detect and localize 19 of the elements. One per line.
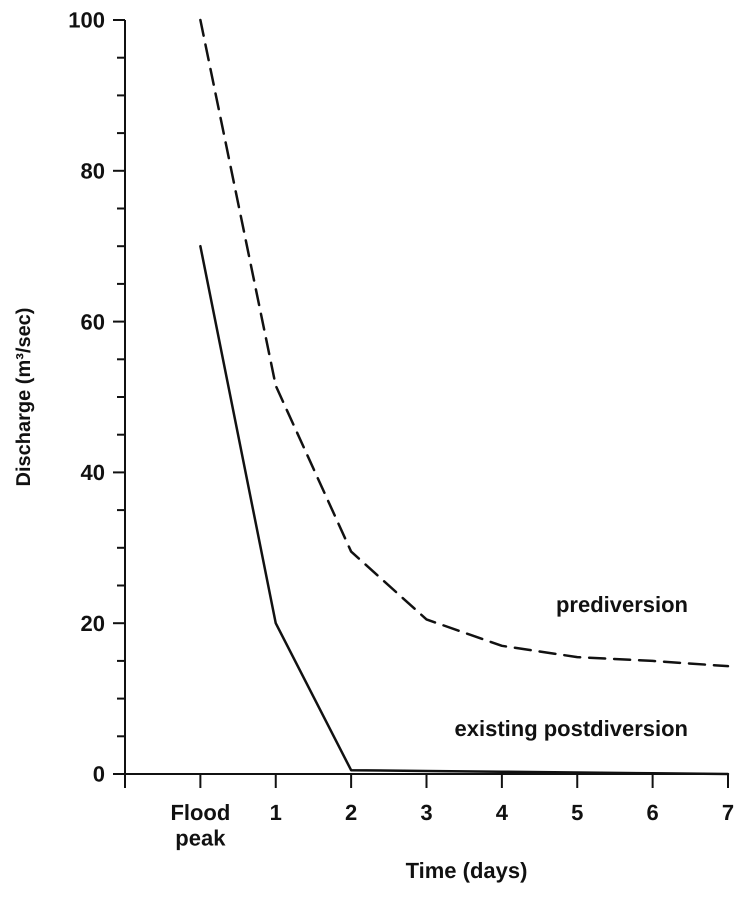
line-series xyxy=(199,18,730,668)
y-axis-title: Discharge (m³/sec) xyxy=(13,308,35,486)
y-tick-label: 40 xyxy=(80,460,105,486)
y-tick-label: 20 xyxy=(80,610,105,636)
y-tick-label: 0 xyxy=(92,762,105,787)
x-tick-label: 7 xyxy=(722,800,734,825)
x-tick-label: 6 xyxy=(646,800,659,825)
x-tick-label: 3 xyxy=(420,800,433,825)
y-tick-label: 100 xyxy=(68,8,105,33)
x-axis-title: Time (days) xyxy=(406,858,528,883)
x-tick-label: Flood peak xyxy=(170,800,230,850)
x-tick-label: 1 xyxy=(270,800,282,825)
series-label: existing postdiversion xyxy=(454,716,688,741)
series-label: prediversion xyxy=(556,592,688,618)
x-tick-label: 4 xyxy=(496,800,509,825)
x-tick-label: 5 xyxy=(571,800,584,825)
x-tick-label: 2 xyxy=(345,800,358,825)
y-tick-label: 80 xyxy=(80,158,105,184)
y-tick-label: 60 xyxy=(80,309,105,334)
